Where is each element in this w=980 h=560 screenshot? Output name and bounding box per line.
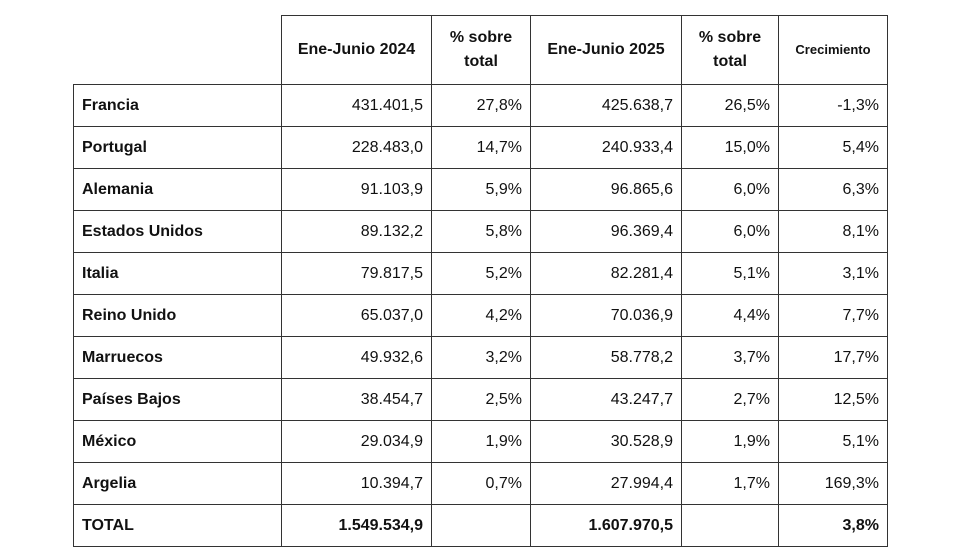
country-cell: Reino Unido xyxy=(73,294,282,337)
value-cell: 1,9% xyxy=(431,420,531,463)
table-row: México 29.034,9 1,9% 30.528,9 1,9% 5,1% xyxy=(73,420,888,463)
value-cell: 12,5% xyxy=(778,378,888,421)
value-cell: 3,1% xyxy=(778,252,888,295)
value-cell: 6,3% xyxy=(778,168,888,211)
value-cell: 0,7% xyxy=(431,462,531,505)
column-header: Crecimiento xyxy=(778,15,888,85)
table-row: Argelia 10.394,7 0,7% 27.994,4 1,7% 169,3% xyxy=(73,462,888,505)
value-cell: 2,7% xyxy=(681,378,779,421)
value-cell: 65.037,0 xyxy=(281,294,432,337)
value-cell: 228.483,0 xyxy=(281,126,432,169)
value-cell: -1,3% xyxy=(778,84,888,127)
header-row: Ene-Junio 2024% sobre total Ene-Junio 202… xyxy=(73,15,888,85)
column-header: Ene-Junio 2024 xyxy=(281,15,432,85)
value-cell: 29.034,9 xyxy=(281,420,432,463)
value-cell: 5,8% xyxy=(431,210,531,253)
value-cell: 15,0% xyxy=(681,126,779,169)
value-cell: 30.528,9 xyxy=(530,420,682,463)
value-cell: 89.132,2 xyxy=(281,210,432,253)
column-header: % sobre total xyxy=(681,15,779,85)
value-cell: 3,7% xyxy=(681,336,779,379)
value-cell: 169,3% xyxy=(778,462,888,505)
country-cell: Marruecos xyxy=(73,336,282,379)
value-cell: 96.369,4 xyxy=(530,210,682,253)
empty-cell xyxy=(681,504,779,547)
column-header: Ene-Junio 2025 xyxy=(530,15,682,85)
value-cell: 8,1% xyxy=(778,210,888,253)
table-row: Portugal 228.483,0 14,7% 240.933,4 15,0% 5,4% xyxy=(73,126,888,169)
country-cell: Portugal xyxy=(73,126,282,169)
value-cell: 27,8% xyxy=(431,84,531,127)
value-cell: 2,5% xyxy=(431,378,531,421)
country-cell: Estados Unidos xyxy=(73,210,282,253)
value-cell: 4,4% xyxy=(681,294,779,337)
country-cell: Países Bajos xyxy=(73,378,282,421)
value-cell: 58.778,2 xyxy=(530,336,682,379)
value-cell: 10.394,7 xyxy=(281,462,432,505)
country-cell: México xyxy=(73,420,282,463)
value-cell: 5,9% xyxy=(431,168,531,211)
value-cell: 26,5% xyxy=(681,84,779,127)
value-cell: 49.932,6 xyxy=(281,336,432,379)
table-row: Países Bajos 38.454,7 2,5% 43.247,7 2,7% 12,5… xyxy=(73,378,888,421)
value-cell: 38.454,7 xyxy=(281,378,432,421)
country-cell: Argelia xyxy=(73,462,282,505)
value-cell: 82.281,4 xyxy=(530,252,682,295)
value-cell: 70.036,9 xyxy=(530,294,682,337)
value-cell: 5,1% xyxy=(778,420,888,463)
value-cell: 425.638,7 xyxy=(530,84,682,127)
value-cell: 43.247,7 xyxy=(530,378,682,421)
value-cell: 6,0% xyxy=(681,168,779,211)
table-row: Estados Unidos 89.132,2 5,8% 96.369,4 6,0% 8,… xyxy=(73,210,888,253)
value-cell: 96.865,6 xyxy=(530,168,682,211)
table-row: Alemania 91.103,9 5,9% 96.865,6 6,0% 6,3% xyxy=(73,168,888,211)
total-value: 3,8% xyxy=(778,504,888,547)
value-cell: 5,1% xyxy=(681,252,779,295)
export-table: Ene-Junio 2024% sobre total Ene-Junio 202… xyxy=(73,15,888,547)
value-cell: 1,9% xyxy=(681,420,779,463)
table-row: Reino Unido 65.037,0 4,2% 70.036,9 4,4% 7,7% xyxy=(73,294,888,337)
country-cell: Italia xyxy=(73,252,282,295)
value-cell: 79.817,5 xyxy=(281,252,432,295)
value-cell: 4,2% xyxy=(431,294,531,337)
value-cell: 91.103,9 xyxy=(281,168,432,211)
value-cell: 7,7% xyxy=(778,294,888,337)
value-cell: 431.401,5 xyxy=(281,84,432,127)
value-cell: 27.994,4 xyxy=(530,462,682,505)
empty-cell xyxy=(431,504,531,547)
value-cell: 14,7% xyxy=(431,126,531,169)
column-header: % sobre total xyxy=(431,15,531,85)
value-cell: 240.933,4 xyxy=(530,126,682,169)
value-cell: 6,0% xyxy=(681,210,779,253)
table-body: Francia 431.401,5 27,8% 425.638,7 26,5% -1,3%… xyxy=(73,84,888,547)
value-cell: 3,2% xyxy=(431,336,531,379)
value-cell: 17,7% xyxy=(778,336,888,379)
total-value: 1.549.534,9 xyxy=(281,504,432,547)
value-cell: 1,7% xyxy=(681,462,779,505)
empty-cell xyxy=(73,15,282,85)
table-row: Italia 79.817,5 5,2% 82.281,4 5,1% 3,1% xyxy=(73,252,888,295)
value-cell: 5,4% xyxy=(778,126,888,169)
total-row: TOTAL 1.549.534,9 1.607.970,5 3,8% xyxy=(73,504,888,547)
country-cell: Francia xyxy=(73,84,282,127)
table-row: Marruecos 49.932,6 3,2% 58.778,2 3,7% 17,7% xyxy=(73,336,888,379)
total-value: 1.607.970,5 xyxy=(530,504,682,547)
value-cell: 5,2% xyxy=(431,252,531,295)
table-row: Francia 431.401,5 27,8% 425.638,7 26,5% -1,3% xyxy=(73,84,888,127)
country-cell: Alemania xyxy=(73,168,282,211)
total-label: TOTAL xyxy=(73,504,282,547)
